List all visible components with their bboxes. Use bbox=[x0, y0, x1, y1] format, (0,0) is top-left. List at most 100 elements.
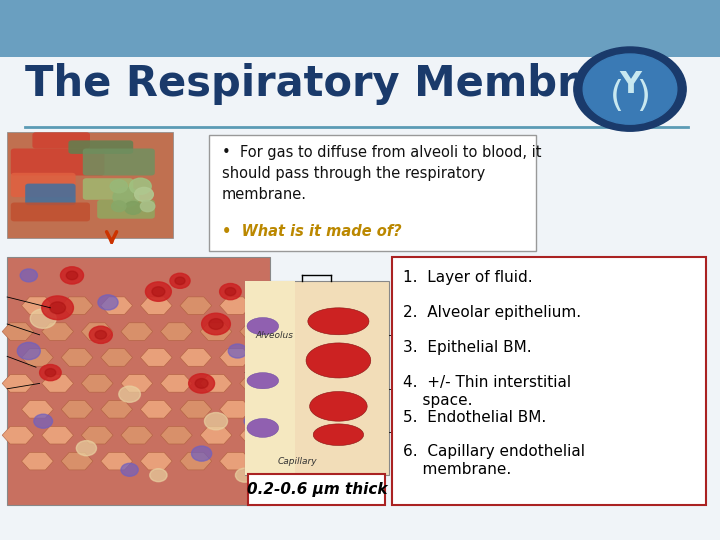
Polygon shape bbox=[42, 323, 73, 340]
Polygon shape bbox=[140, 297, 172, 314]
Polygon shape bbox=[61, 297, 93, 314]
Polygon shape bbox=[81, 427, 113, 444]
Circle shape bbox=[140, 201, 155, 212]
Polygon shape bbox=[22, 453, 53, 470]
Circle shape bbox=[89, 326, 112, 343]
Circle shape bbox=[235, 468, 254, 482]
Circle shape bbox=[130, 178, 151, 194]
Text: 1.  Layer of fluid.: 1. Layer of fluid. bbox=[403, 270, 533, 285]
Polygon shape bbox=[121, 375, 153, 392]
Polygon shape bbox=[22, 349, 53, 366]
Circle shape bbox=[76, 441, 96, 456]
Circle shape bbox=[40, 364, 61, 381]
Polygon shape bbox=[61, 349, 93, 366]
FancyBboxPatch shape bbox=[83, 148, 155, 176]
Polygon shape bbox=[200, 323, 232, 340]
Polygon shape bbox=[247, 318, 279, 335]
Polygon shape bbox=[247, 373, 279, 389]
FancyBboxPatch shape bbox=[392, 256, 706, 505]
Text: The Respiratory Membrane: The Respiratory Membrane bbox=[25, 63, 664, 105]
Circle shape bbox=[135, 187, 153, 201]
Polygon shape bbox=[240, 375, 271, 392]
FancyBboxPatch shape bbox=[245, 281, 389, 475]
FancyBboxPatch shape bbox=[68, 140, 133, 154]
Polygon shape bbox=[180, 297, 212, 314]
Polygon shape bbox=[220, 453, 251, 470]
Polygon shape bbox=[81, 323, 113, 340]
Polygon shape bbox=[245, 281, 295, 475]
Circle shape bbox=[34, 414, 53, 428]
Polygon shape bbox=[313, 424, 364, 446]
Circle shape bbox=[195, 379, 208, 388]
Polygon shape bbox=[200, 427, 232, 444]
Polygon shape bbox=[2, 323, 34, 340]
Circle shape bbox=[574, 47, 686, 131]
Polygon shape bbox=[240, 323, 271, 340]
Circle shape bbox=[204, 413, 228, 430]
Circle shape bbox=[202, 313, 230, 335]
Text: 4.  +/- Thin interstitial
    space.: 4. +/- Thin interstitial space. bbox=[403, 375, 572, 408]
Circle shape bbox=[152, 287, 165, 296]
Polygon shape bbox=[101, 401, 132, 418]
Circle shape bbox=[17, 342, 40, 360]
FancyBboxPatch shape bbox=[248, 474, 385, 505]
Polygon shape bbox=[42, 427, 73, 444]
FancyBboxPatch shape bbox=[11, 148, 104, 176]
Polygon shape bbox=[308, 308, 369, 335]
Circle shape bbox=[42, 296, 73, 320]
Text: 5.  Endothelial BM.: 5. Endothelial BM. bbox=[403, 409, 546, 424]
Polygon shape bbox=[101, 349, 132, 366]
Circle shape bbox=[244, 415, 260, 427]
Polygon shape bbox=[220, 401, 251, 418]
Text: •  For gas to diffuse from alveoli to blood, it
should pass through the respirat: • For gas to diffuse from alveoli to blo… bbox=[222, 145, 541, 202]
Text: •  What is it made of?: • What is it made of? bbox=[222, 224, 401, 239]
Polygon shape bbox=[140, 349, 172, 366]
FancyBboxPatch shape bbox=[7, 256, 270, 505]
FancyBboxPatch shape bbox=[0, 0, 720, 57]
Text: 3.  Epithelial BM.: 3. Epithelial BM. bbox=[403, 340, 532, 355]
Polygon shape bbox=[140, 453, 172, 470]
Circle shape bbox=[50, 302, 66, 314]
Polygon shape bbox=[306, 343, 371, 378]
Polygon shape bbox=[22, 401, 53, 418]
Polygon shape bbox=[247, 418, 279, 437]
Circle shape bbox=[45, 368, 56, 377]
Circle shape bbox=[119, 386, 140, 402]
Polygon shape bbox=[140, 401, 172, 418]
FancyBboxPatch shape bbox=[209, 135, 536, 251]
FancyBboxPatch shape bbox=[83, 178, 133, 200]
FancyBboxPatch shape bbox=[97, 200, 155, 219]
Circle shape bbox=[60, 267, 84, 284]
Polygon shape bbox=[240, 427, 271, 444]
FancyBboxPatch shape bbox=[32, 132, 90, 149]
Circle shape bbox=[175, 277, 185, 285]
Polygon shape bbox=[81, 375, 113, 392]
Circle shape bbox=[170, 273, 190, 288]
Polygon shape bbox=[220, 349, 251, 366]
Polygon shape bbox=[310, 392, 367, 421]
Circle shape bbox=[225, 287, 236, 296]
Text: 2.  Alveolar epithelium.: 2. Alveolar epithelium. bbox=[403, 305, 581, 320]
Polygon shape bbox=[61, 453, 93, 470]
Text: (: ( bbox=[610, 79, 624, 112]
Circle shape bbox=[192, 446, 212, 461]
Circle shape bbox=[583, 54, 677, 124]
Polygon shape bbox=[101, 453, 132, 470]
Circle shape bbox=[145, 282, 171, 301]
FancyBboxPatch shape bbox=[25, 184, 76, 205]
Circle shape bbox=[209, 319, 223, 329]
FancyBboxPatch shape bbox=[11, 173, 76, 197]
Circle shape bbox=[113, 187, 139, 207]
Polygon shape bbox=[101, 297, 132, 314]
Polygon shape bbox=[220, 297, 251, 314]
Circle shape bbox=[121, 463, 138, 476]
Circle shape bbox=[220, 284, 241, 300]
Circle shape bbox=[66, 271, 78, 280]
Polygon shape bbox=[22, 297, 53, 314]
Text: ): ) bbox=[636, 79, 650, 112]
Circle shape bbox=[228, 344, 247, 358]
Polygon shape bbox=[61, 401, 93, 418]
Polygon shape bbox=[200, 375, 232, 392]
Polygon shape bbox=[180, 401, 212, 418]
Polygon shape bbox=[2, 375, 34, 392]
